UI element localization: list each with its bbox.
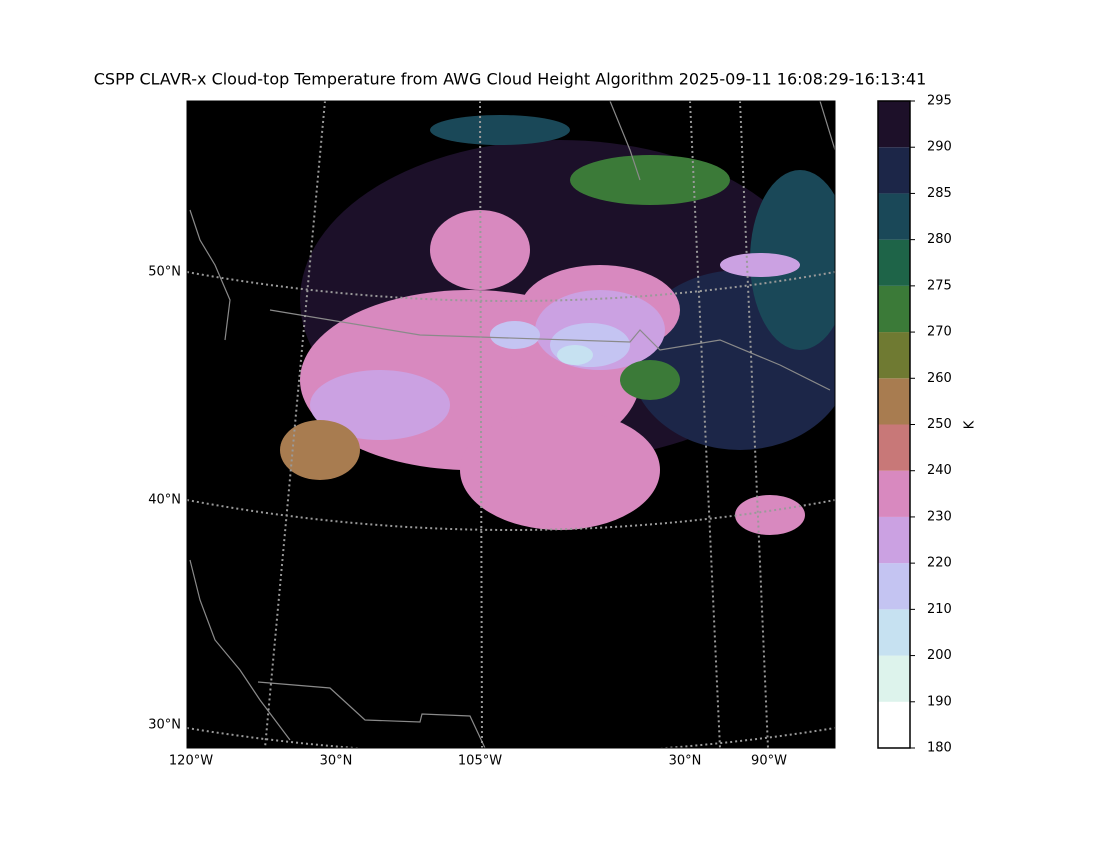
colorbar-tick-label: 180 [927, 741, 952, 756]
cloud [490, 321, 540, 349]
colorbar-tick-label: 290 [927, 140, 952, 155]
map-frame [186, 100, 836, 749]
cloud [280, 420, 360, 480]
colorbar-segment [878, 424, 910, 471]
colorbar-tick-label: 190 [927, 694, 952, 709]
cloud [570, 155, 730, 205]
colorbar-tick-label: 270 [927, 325, 952, 340]
cloud [557, 345, 593, 365]
cloud [735, 495, 805, 535]
colorbar-segment [878, 470, 910, 517]
colorbar-segment [878, 563, 910, 610]
colorbar-segment [878, 516, 910, 564]
graticule [187, 101, 835, 748]
coastline [189, 101, 835, 748]
colorbar-tick-label: 260 [927, 371, 952, 386]
colorbar-segment [878, 655, 910, 702]
cloud [430, 210, 530, 290]
colorbar-tick-label: 280 [927, 232, 952, 247]
colorbar-segment [878, 239, 910, 286]
lon-label: 120°W [169, 754, 213, 769]
colorbar-tick-label: 230 [927, 509, 952, 524]
colorbar-segment [878, 147, 910, 194]
graticule-line [187, 101, 835, 748]
cloud [620, 360, 680, 400]
lon-label: 90°W [751, 754, 787, 769]
cloud [460, 410, 660, 530]
colorbar-segment [878, 101, 910, 148]
colorbar-tick-label: 220 [927, 556, 952, 571]
colorbar-tick-label: 295 [927, 94, 952, 109]
colorbar-label: K [963, 420, 978, 429]
colorbar-tick-label: 250 [927, 417, 952, 432]
colorbar-segment [878, 701, 910, 748]
colorbar: 180 190 200 210 220 230 240 250 260 270 275 280 285 2… [877, 94, 952, 756]
lon-label: 105°W [458, 754, 502, 769]
colorbar-segment [878, 285, 910, 333]
colorbar-segment [878, 609, 910, 656]
cloud-field [280, 115, 835, 535]
colorbar-segment [878, 193, 910, 240]
lon-label: 30°N [669, 754, 702, 769]
colorbar-tick-label: 210 [927, 602, 952, 617]
colorbar-tick-label: 200 [927, 648, 952, 663]
colorbar-tick-label: 285 [927, 186, 952, 201]
lat-label: 30°N [148, 718, 181, 733]
cloud [430, 115, 570, 145]
title: CSPP CLAVR-x Cloud-top Temperature from … [94, 70, 927, 89]
lon-label: 30°N [320, 754, 353, 769]
colorbar-segment [878, 378, 910, 425]
lat-label: 40°N [148, 493, 181, 508]
cloud [720, 253, 800, 277]
lat-label: 50°N [148, 265, 181, 280]
coastlines [189, 101, 835, 748]
cloud [310, 370, 450, 440]
colorbar-tick-label: 275 [927, 278, 952, 293]
colorbar-tick-label: 240 [927, 463, 952, 478]
colorbar-segment [878, 332, 910, 379]
